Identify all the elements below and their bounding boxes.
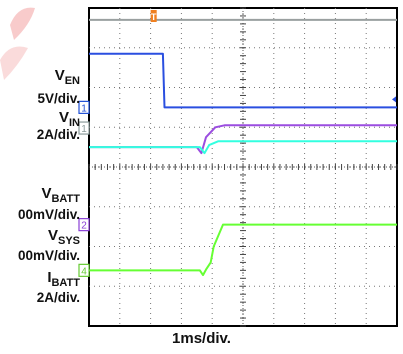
channel-marker-3 [78,263,90,277]
trace-3 [89,140,397,155]
trigger-marker-label: T [151,12,157,22]
trace-4 [89,223,397,277]
trace-1 [89,52,397,109]
channel-marker-label-2: 2 [81,221,87,232]
label-ibatt: IBATT [47,269,80,290]
scale-vbatt: 00mV/div. [17,207,80,222]
scope-traces [89,18,397,277]
scale-vsys: 00mV/div. [17,248,80,263]
label-vsys: VSYS [47,227,80,248]
watermark-logo [0,0,60,95]
channel-marker-label-3: 4 [81,266,87,277]
label-vbatt: VBATT [41,185,80,206]
label-ven: VEN [54,67,80,88]
channel-marker-label-1: 1 [81,124,87,135]
label-vin: VIN [58,109,80,130]
scale-vin: 2A/div. [36,127,80,142]
scale-ibatt: 2A/div. [36,290,80,305]
ch1-trigger-level-icon [392,96,396,103]
timebase-label: 1ms/div. [172,330,231,347]
scope-markers: T 1 1 2 4 [78,10,396,277]
scope-grid [88,7,398,327]
channel-marker-1 [78,121,90,135]
channel-marker-label-0: 1 [81,103,87,114]
scale-ven: 5V/div. [37,91,80,106]
trigger-marker-icon [150,10,157,22]
channel-marker-0 [78,100,90,114]
channel-marker-2 [78,218,90,232]
